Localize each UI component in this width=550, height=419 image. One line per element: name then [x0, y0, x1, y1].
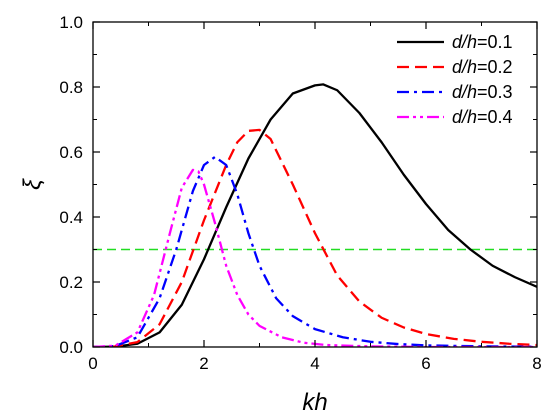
plot-area	[93, 83, 537, 347]
series-line-1	[93, 83, 537, 347]
legend-label-4: d/h=0.4	[452, 107, 513, 127]
legend-label-2: d/h=0.2	[452, 57, 513, 77]
series-line-2	[93, 128, 537, 347]
y-tick-label: 0.6	[59, 143, 83, 162]
series-line-4	[93, 168, 537, 347]
x-tick-label: 0	[88, 354, 97, 373]
y-axis-title: ξ	[19, 178, 46, 190]
y-tick-label: 0.8	[59, 78, 83, 97]
x-tick-label: 2	[199, 354, 208, 373]
legend-label-3: d/h=0.3	[452, 82, 513, 102]
legend-label-1: d/h=0.1	[452, 32, 513, 52]
y-tick-label: 0.2	[59, 273, 83, 292]
legend: d/h=0.1 d/h=0.2 d/h=0.3 d/h=0.4	[397, 32, 513, 127]
x-tick-label: 6	[421, 354, 430, 373]
x-axis-title: kh	[302, 389, 327, 416]
series-line-3	[93, 155, 537, 347]
tick-labels: 0 2 4 6 8 0.0 0.2 0.4 0.6 0.8 1.0	[59, 13, 541, 373]
y-tick-label: 0.0	[59, 338, 83, 357]
axis-ticks	[92, 21, 538, 348]
x-tick-label: 8	[532, 354, 541, 373]
x-tick-label: 4	[310, 354, 319, 373]
y-tick-label: 1.0	[59, 13, 83, 32]
y-tick-label: 0.4	[59, 208, 83, 227]
